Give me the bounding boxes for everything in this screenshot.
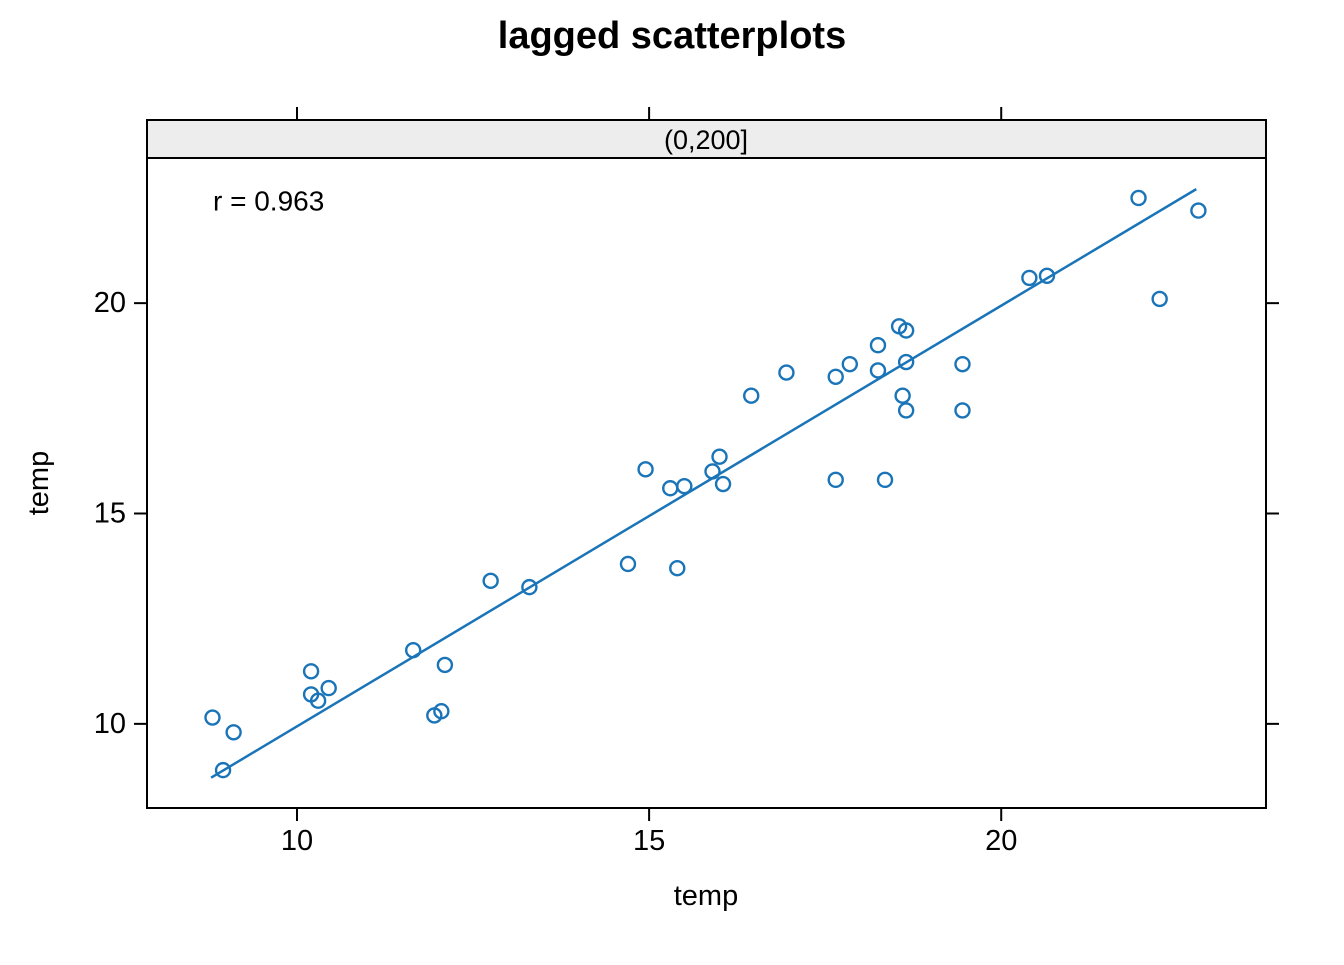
scatter-point (711, 448, 728, 465)
y-axis-label: temp (23, 451, 55, 515)
chart-title: lagged scatterplots (498, 15, 846, 57)
scatter-point (302, 663, 320, 680)
scatter-point (309, 692, 327, 709)
scatter-point (404, 642, 422, 659)
scatter-point (897, 322, 915, 339)
scatter-point (1190, 202, 1207, 219)
scatter-point (619, 555, 637, 573)
scatter-point (436, 656, 454, 674)
scatter-point (894, 387, 911, 404)
scatter-point (897, 402, 915, 419)
panel-strip-label: (0,200] (664, 125, 748, 155)
panel-border (146, 157, 1267, 809)
scatter-point (714, 475, 732, 493)
y-tick-label: 15 (94, 498, 126, 530)
scatter-point (743, 387, 760, 404)
scatter-point (827, 368, 844, 385)
scatter-point (876, 471, 894, 489)
x-tick-label: 20 (985, 825, 1017, 857)
y-tick-label: 20 (94, 287, 126, 319)
scatter-point (676, 477, 693, 495)
scatter-point (704, 463, 721, 480)
scatter-point (204, 709, 221, 726)
scatter-point (214, 761, 232, 779)
y-tick-label: 10 (94, 708, 126, 740)
scatter-point (869, 362, 887, 379)
scatter-point (841, 355, 859, 373)
axis-ticks: 10 15 20 10 15 20 (94, 107, 1279, 857)
regression-line (210, 188, 1197, 779)
correlation-label: r = 0.963 (213, 186, 324, 217)
scatter-point (869, 337, 887, 354)
panel-strip (146, 119, 1267, 159)
x-tick-label: 15 (633, 825, 665, 857)
scatter-point (954, 402, 971, 419)
scatter-point (1021, 269, 1038, 287)
scatter-point (827, 471, 844, 489)
scatter-point (521, 578, 538, 596)
scatter-point (320, 679, 337, 697)
scatter-point (433, 703, 450, 720)
scatter-point (637, 461, 654, 478)
scatter-point (778, 364, 795, 381)
x-tick-label: 10 (281, 825, 313, 857)
scatter-point (1151, 290, 1168, 308)
x-axis-label: temp (674, 880, 738, 912)
scatter-point (897, 353, 915, 371)
data-marks (204, 188, 1207, 779)
scatter-point (954, 355, 971, 373)
scatter-point (1038, 267, 1056, 284)
scatter-point (669, 559, 686, 577)
scatter-point (1130, 189, 1147, 207)
scatter-point (482, 572, 499, 590)
scatter-point (225, 724, 242, 741)
scatter-point (662, 480, 679, 497)
